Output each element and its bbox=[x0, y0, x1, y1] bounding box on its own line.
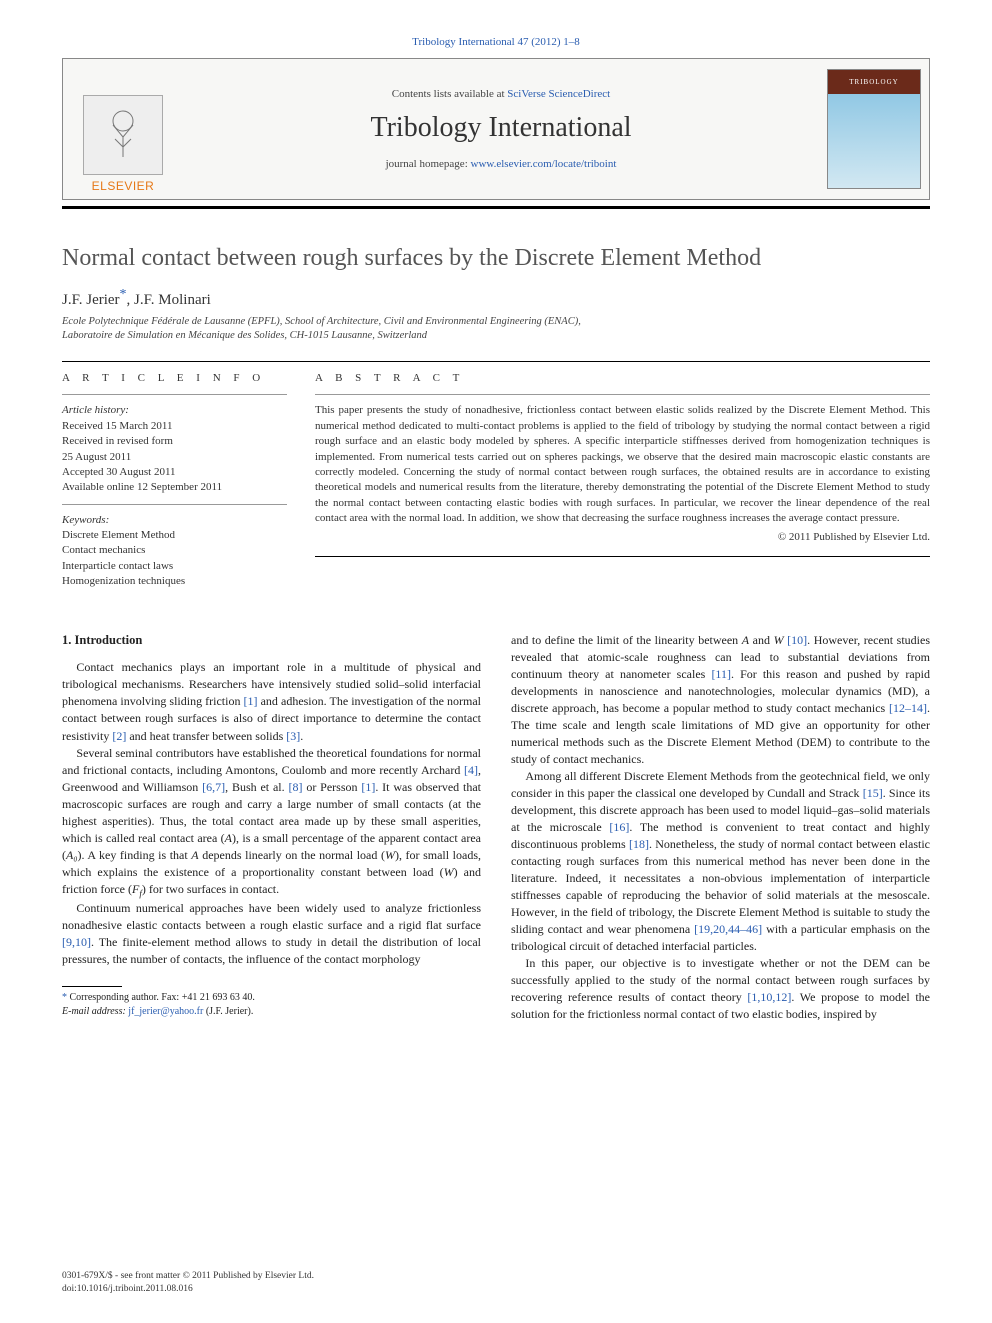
cite-6[interactable]: [8] bbox=[288, 780, 302, 794]
section-1-head: 1. Introduction bbox=[62, 632, 481, 650]
var-W: W bbox=[385, 848, 395, 862]
elsevier-tree-icon bbox=[83, 95, 163, 175]
footnote-block: * Corresponding author. Fax: +41 21 693 … bbox=[62, 986, 481, 1018]
abstract-copyright: © 2011 Published by Elsevier Ltd. bbox=[315, 530, 930, 545]
var-Ff: Ff bbox=[132, 882, 142, 896]
affil-line-2: Laboratoire de Simulation en Mécanique d… bbox=[62, 330, 427, 341]
para-4: and to define the limit of the linearity… bbox=[511, 632, 930, 768]
authors: J.F. Jerier*, J.F. Molinari bbox=[62, 287, 930, 309]
doi-line: doi:10.1016/j.triboint.2011.08.016 bbox=[62, 1283, 314, 1295]
cover-art bbox=[828, 94, 920, 188]
corresponding-note: * Corresponding author. Fax: +41 21 693 … bbox=[62, 991, 481, 1005]
body-columns: 1. Introduction Contact mechanics plays … bbox=[62, 632, 930, 1024]
cite-2[interactable]: [2] bbox=[112, 729, 126, 743]
cite-14[interactable]: [18] bbox=[629, 837, 649, 851]
email-who: (J.F. Jerier). bbox=[206, 1006, 254, 1017]
article-info-head: A R T I C L E I N F O bbox=[62, 372, 287, 384]
keyword-1: Discrete Element Method bbox=[62, 528, 287, 543]
footnote-rule bbox=[62, 986, 122, 987]
var-W-3: W bbox=[774, 633, 784, 647]
var-A: A bbox=[225, 831, 232, 845]
contents-available: Contents lists available at SciVerse Sci… bbox=[392, 88, 610, 100]
cite-13[interactable]: [16] bbox=[609, 820, 629, 834]
author-2: , J.F. Molinari bbox=[127, 292, 211, 308]
var-W-2: W bbox=[444, 865, 454, 879]
cite-4[interactable]: [4] bbox=[464, 763, 478, 777]
abstract-block: A B S T R A C T This paper presents the … bbox=[315, 372, 930, 589]
cite-15[interactable]: [19,20,44–46] bbox=[694, 922, 762, 936]
cite-1[interactable]: [1] bbox=[244, 694, 258, 708]
footer-info: 0301-679X/$ - see front matter © 2011 Pu… bbox=[62, 1270, 314, 1295]
keyword-3: Interparticle contact laws bbox=[62, 559, 287, 574]
journal-header: ELSEVIER Contents lists available at Sci… bbox=[62, 58, 930, 200]
cover-block: TRIBOLOGY bbox=[819, 59, 929, 199]
email-label: E-mail address: bbox=[62, 1006, 126, 1017]
cite-12[interactable]: [15] bbox=[863, 786, 883, 800]
history-revised-2: 25 August 2011 bbox=[62, 450, 287, 465]
contents-prefix: Contents lists available at bbox=[392, 88, 507, 100]
author-1: J.F. Jerier bbox=[62, 292, 120, 308]
cite-11[interactable]: [12–14] bbox=[889, 701, 927, 715]
sciencedirect-link[interactable]: SciVerse ScienceDirect bbox=[507, 88, 610, 100]
cite-9[interactable]: [10] bbox=[787, 633, 807, 647]
header-rule bbox=[62, 206, 930, 209]
meta-abstract-row: A R T I C L E I N F O Article history: R… bbox=[62, 372, 930, 589]
journal-homepage: journal homepage: www.elsevier.com/locat… bbox=[386, 158, 617, 170]
publisher-block: ELSEVIER bbox=[63, 59, 183, 199]
journal-reference: Tribology International 47 (2012) 1–8 bbox=[62, 36, 930, 48]
journal-cover-icon: TRIBOLOGY bbox=[827, 69, 921, 189]
para-1: Contact mechanics plays an important rol… bbox=[62, 659, 481, 744]
abstract-text: This paper presents the study of nonadhe… bbox=[315, 403, 930, 526]
para-3: Continuum numerical approaches have been… bbox=[62, 900, 481, 968]
issn-line: 0301-679X/$ - see front matter © 2011 Pu… bbox=[62, 1270, 314, 1282]
var-A-3: A bbox=[742, 633, 749, 647]
cite-5[interactable]: [6,7] bbox=[202, 780, 225, 794]
affiliation: Ecole Polytechnique Fédérale de Lausanne… bbox=[62, 315, 930, 343]
history-revised-1: Received in revised form bbox=[62, 434, 287, 449]
history-accepted: Accepted 30 August 2011 bbox=[62, 465, 287, 480]
header-center: Contents lists available at SciVerse Sci… bbox=[183, 59, 819, 199]
affil-line-1: Ecole Polytechnique Fédérale de Lausanne… bbox=[62, 316, 581, 327]
para-2: Several seminal contributors have establ… bbox=[62, 745, 481, 900]
abstract-bottom-rule bbox=[315, 556, 930, 557]
var-A-2: A bbox=[191, 848, 198, 862]
cite-8[interactable]: [9,10] bbox=[62, 935, 91, 949]
article-title: Normal contact between rough surfaces by… bbox=[62, 243, 930, 273]
para-6: In this paper, our objective is to inves… bbox=[511, 955, 930, 1023]
email-link[interactable]: jf_jerier@yahoo.fr bbox=[128, 1006, 203, 1017]
homepage-prefix: journal homepage: bbox=[386, 158, 471, 170]
article-info: A R T I C L E I N F O Article history: R… bbox=[62, 372, 287, 589]
title-block: Normal contact between rough surfaces by… bbox=[62, 243, 930, 343]
history-online: Available online 12 September 2011 bbox=[62, 480, 287, 495]
cite-10[interactable]: [11] bbox=[711, 667, 731, 681]
journal-title: Tribology International bbox=[370, 112, 631, 144]
homepage-link[interactable]: www.elsevier.com/locate/triboint bbox=[471, 158, 617, 170]
para-5: Among all different Discrete Element Met… bbox=[511, 768, 930, 955]
history-label: Article history: bbox=[62, 403, 287, 418]
history-received: Received 15 March 2011 bbox=[62, 419, 287, 434]
corresponding-star-icon: * bbox=[120, 287, 127, 302]
rule-above-meta bbox=[62, 361, 930, 362]
info-rule-1 bbox=[62, 394, 287, 395]
cite-16[interactable]: [1,10,12] bbox=[747, 990, 791, 1004]
keyword-4: Homogenization techniques bbox=[62, 574, 287, 589]
footnote-star-icon: * bbox=[62, 992, 70, 1003]
publisher-name: ELSEVIER bbox=[92, 179, 155, 193]
keyword-2: Contact mechanics bbox=[62, 543, 287, 558]
info-rule-2 bbox=[62, 504, 287, 505]
abstract-rule bbox=[315, 394, 930, 395]
cover-title: TRIBOLOGY bbox=[828, 70, 920, 94]
cite-3[interactable]: [3] bbox=[286, 729, 300, 743]
var-A0: A₀ bbox=[66, 848, 78, 862]
abstract-head: A B S T R A C T bbox=[315, 372, 930, 384]
email-line: E-mail address: jf_jerier@yahoo.fr (J.F.… bbox=[62, 1005, 481, 1019]
cite-7[interactable]: [1] bbox=[361, 780, 375, 794]
keywords-label: Keywords: bbox=[62, 513, 287, 528]
